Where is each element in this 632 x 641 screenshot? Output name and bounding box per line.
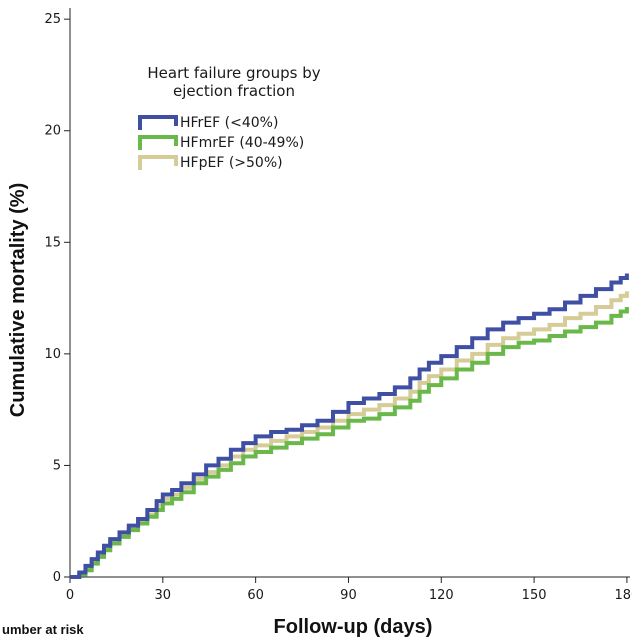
y-tick-label: 0 bbox=[53, 570, 61, 585]
legend-title-line: Heart failure groups by bbox=[147, 64, 320, 82]
legend-label-2: HFpEF (>50%) bbox=[180, 155, 283, 171]
y-tick-label: 25 bbox=[44, 12, 61, 27]
series-line-2 bbox=[70, 291, 629, 579]
y-tick-label: 10 bbox=[44, 347, 61, 362]
x-tick-label: 180 bbox=[614, 588, 632, 603]
x-tick-label: 150 bbox=[522, 588, 547, 603]
legend-swatch-1 bbox=[138, 135, 178, 150]
y-tick-label: 20 bbox=[44, 124, 61, 139]
legend-label-1: HFmrEF (40-49%) bbox=[180, 135, 304, 151]
legend-label-0: HFrEF (<40%) bbox=[180, 115, 278, 131]
legend-swatch-2 bbox=[138, 155, 178, 170]
y-axis-title: Cumulative mortality (%) bbox=[7, 183, 29, 417]
axes: 0 5 10 15 20 25 0 30 60 90 120 150 180 bbox=[44, 8, 632, 603]
number-at-risk-label: umber at risk bbox=[2, 622, 84, 637]
x-tick-label: 60 bbox=[247, 588, 264, 603]
series-line-1 bbox=[70, 307, 629, 579]
x-axis-title: Follow-up (days) bbox=[274, 616, 433, 638]
x-tick-label: 0 bbox=[66, 588, 74, 603]
series-line-0 bbox=[70, 273, 629, 579]
x-tick-label: 30 bbox=[155, 588, 172, 603]
legend-swatch-0 bbox=[138, 115, 178, 130]
y-tick-label: 15 bbox=[44, 235, 61, 250]
x-tick-label: 90 bbox=[340, 588, 357, 603]
legend-title-line: ejection fraction bbox=[173, 82, 295, 100]
y-tick-label: 5 bbox=[53, 458, 61, 473]
x-tick-label: 120 bbox=[429, 588, 454, 603]
series-layer bbox=[70, 273, 629, 579]
